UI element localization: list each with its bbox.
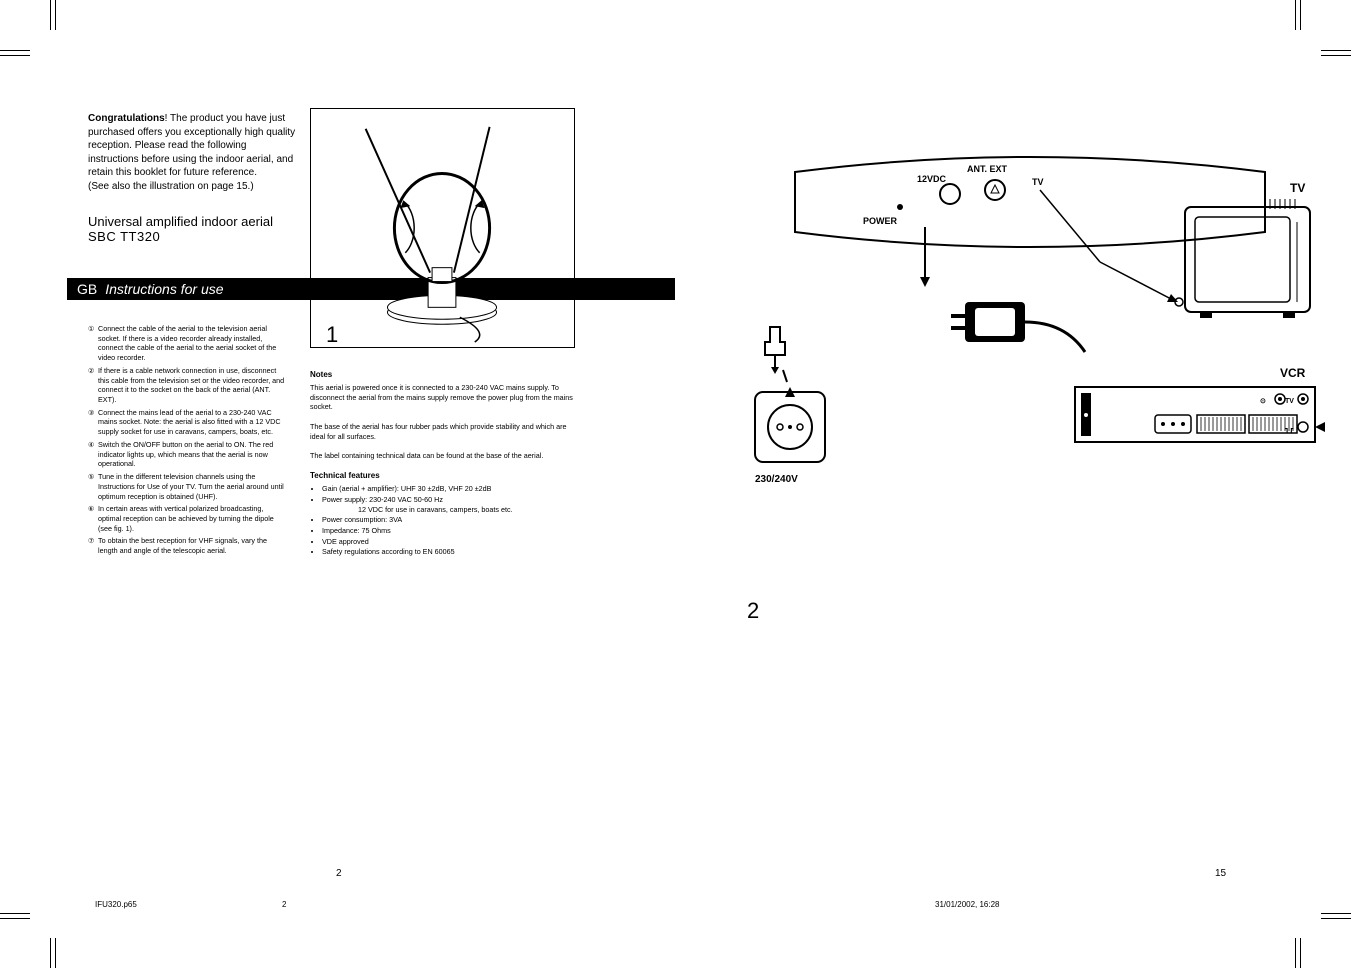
svg-text:TV: TV [1290,181,1305,195]
crop-mark [55,0,56,30]
step-item: ⑦To obtain the best reception for VHF si… [88,536,288,555]
crop-mark [50,938,51,968]
crop-mark [1300,0,1301,30]
figure-1-number: 1 [326,322,338,348]
tech-item: Power supply: 230-240 VAC 50-60 Hz [322,495,575,505]
crop-mark [1321,918,1351,919]
crop-mark [1321,55,1351,56]
crop-mark [55,938,56,968]
page-number-left: 2 [336,868,342,879]
step-text: Connect the cable of the aerial to the t… [98,324,288,363]
step-text: Tune in the different television channel… [98,472,288,501]
intro-see-also: (See also the illustration on page 15.) [88,180,298,194]
intro-congrats: Congratulations [88,113,165,124]
svg-text:230/240V: 230/240V [755,474,798,485]
step-item: ⑤Tune in the different television channe… [88,472,288,501]
crop-mark [1321,913,1351,914]
aerial-illustration [311,109,574,347]
footer-timestamp: 31/01/2002, 16:28 [935,900,1000,909]
step-num: ① [88,324,98,363]
step-num: ② [88,366,98,405]
step-text: If there is a cable network connection i… [98,366,288,405]
connection-diagram: POWER 12VDC ANT. EXT TV [735,132,1325,562]
step-num: ③ [88,408,98,437]
title-gb: GB [77,281,97,297]
step-item: ⑥In certain areas with vertical polarize… [88,504,288,533]
tech-heading: Technical features [310,471,575,482]
notes-heading: Notes [310,370,575,381]
model-block: Universal amplified indoor aerial SBC TT… [88,214,338,244]
svg-text:┓┏: ┓┏ [1284,426,1294,433]
crop-mark [1295,938,1296,968]
tech-item: Safety regulations according to EN 60065 [322,547,575,557]
page-right: POWER 12VDC ANT. EXT TV [675,0,1351,954]
step-text: To obtain the best reception for VHF sig… [98,536,288,555]
step-num: ⑤ [88,472,98,501]
notes-p2: The base of the aerial has four rubber p… [310,422,575,441]
svg-text:POWER: POWER [863,216,898,226]
intro-paragraph: Congratulations! The product you have ju… [88,112,298,193]
crop-mark [1295,0,1296,30]
model-line1: Universal amplified indoor aerial [88,214,338,229]
page-number-right: 15 [1215,868,1226,879]
step-text: Connect the mains lead of the aerial to … [98,408,288,437]
crop-mark [0,55,30,56]
tech-list: Gain (aerial + amplifier): UHF 30 ±2dB, … [310,484,575,504]
footer-filename: IFU320.p65 [95,900,137,909]
notes-column: Notes This aerial is powered once it is … [310,370,575,558]
steps-column: ①Connect the cable of the aerial to the … [88,324,288,559]
tech-item: Gain (aerial + amplifier): UHF 30 ±2dB, … [322,484,575,494]
model-line2: SBC TT320 [88,229,338,244]
tech-item: VDE approved [322,537,575,547]
footer-filepage: 2 [282,900,286,909]
tech-sub: 12 VDC for use in caravans, campers, boa… [310,505,575,515]
step-item: ④Switch the ON/OFF button on the aerial … [88,440,288,469]
step-text: In certain areas with vertical polarized… [98,504,288,533]
crop-mark [1321,50,1351,51]
step-item: ①Connect the cable of the aerial to the … [88,324,288,363]
svg-text:⊙: ⊙ [1260,398,1266,405]
svg-text:TV: TV [1032,177,1044,187]
step-item: ②If there is a cable network connection … [88,366,288,405]
svg-text:TV: TV [1285,398,1294,405]
step-num: ⑦ [88,536,98,555]
crop-mark [0,50,30,51]
crop-mark [1300,938,1301,968]
svg-text:12VDC: 12VDC [917,174,947,184]
tech-item: Impedance: 75 Ohms [322,526,575,536]
crop-mark [0,913,30,914]
notes-p3: The label containing technical data can … [310,451,575,461]
step-text: Switch the ON/OFF button on the aerial t… [98,440,288,469]
svg-text:ANT. EXT: ANT. EXT [967,164,1008,174]
figure-2-number: 2 [747,598,759,624]
step-num: ④ [88,440,98,469]
figure-1-box [310,108,575,348]
crop-mark [50,0,51,30]
svg-text:VCR: VCR [1280,366,1306,380]
step-num: ⑥ [88,504,98,533]
page-left: Congratulations! The product you have ju… [0,0,675,954]
title-ifu: Instructions for use [105,281,223,297]
notes-p1: This aerial is powered once it is connec… [310,383,575,412]
tech-list: Power consumption: 3VA Impedance: 75 Ohm… [310,515,575,557]
tech-item: Power consumption: 3VA [322,515,575,525]
crop-mark [0,918,30,919]
step-item: ③Connect the mains lead of the aerial to… [88,408,288,437]
